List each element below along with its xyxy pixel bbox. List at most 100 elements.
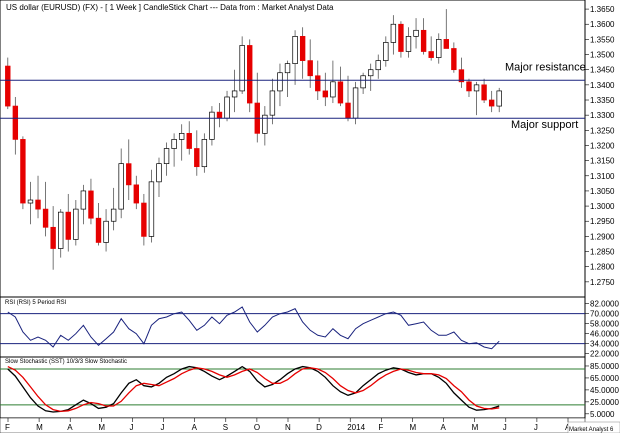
price-y-tick-label: 1.3500 [590, 51, 615, 60]
candle-down [126, 163, 132, 186]
candle-down [398, 23, 404, 52]
candle-up [239, 45, 245, 92]
x-axis-label: J [161, 423, 165, 432]
candle-up [148, 181, 155, 237]
x-axis-label: D [316, 423, 322, 432]
candle-down [20, 139, 26, 204]
x-axis-label: J [503, 423, 507, 432]
rsi-title: RSI (RSI) 5 Period RSI [5, 300, 67, 306]
candle-down [88, 190, 94, 219]
rsi-plot-frame [0, 296, 586, 358]
brand-label: Market Analyst 6 [569, 427, 614, 433]
price-y-tick-label: 1.2850 [590, 248, 615, 257]
x-axis-label: O [254, 423, 260, 432]
price-y-tick-label: 1.3000 [590, 202, 615, 211]
stochastic-y-tick-label: 25.0000 [590, 398, 619, 407]
price-y-tick-label: 1.3200 [590, 141, 615, 150]
candle-down [216, 111, 223, 119]
price-y-tick-label: 1.3450 [590, 66, 615, 75]
rsi-y-tick-label: 22.0000 [590, 350, 619, 359]
price-chart-title: US dollar (EURUSD) (FX) - [ 1 Week ] Can… [6, 3, 334, 12]
x-axis-label: F [378, 423, 383, 432]
candle-up [80, 190, 87, 210]
price-y-tick-label: 1.3100 [590, 172, 615, 181]
candle-down [50, 226, 56, 249]
rsi-series-line [7, 306, 500, 350]
price-y-tick-label: 1.3300 [590, 111, 615, 120]
price-y-tick-label: 1.2950 [590, 217, 615, 226]
support-label: Major support [511, 119, 578, 131]
x-axis-label: S [223, 423, 228, 432]
candle-up [262, 114, 268, 134]
candle-up [277, 72, 283, 92]
price-y-tick-label: 1.3150 [590, 157, 615, 166]
candle-up [171, 139, 177, 149]
x-axis-label: A [192, 423, 198, 432]
candle-down [322, 90, 329, 98]
candle-down [481, 84, 487, 101]
candle-down [466, 81, 472, 92]
resistance-label: Major resistance [505, 61, 586, 73]
rsi-y-tick-label: 34.0000 [590, 340, 619, 349]
candle-down [443, 39, 449, 49]
candle-up [473, 84, 480, 92]
price-y-tick-label: 1.3600 [590, 20, 615, 29]
candle-down [141, 202, 147, 237]
rsi-y-tick-label: 70.0000 [590, 310, 619, 319]
brand-box [567, 421, 620, 433]
x-axis-label: J [129, 423, 133, 432]
rsi-y-tick-label: 58.0000 [590, 320, 619, 329]
candle-up [224, 96, 230, 119]
candle-up [209, 111, 215, 140]
candle-down [35, 199, 41, 210]
price-y-tick-label: 1.3250 [590, 126, 615, 135]
stochastic-y-tick-label: 65.0000 [590, 374, 619, 383]
rsi-y-tick-label: 82.0000 [590, 300, 619, 309]
stochastic-title: Slow Stochastic (SST) 10/3/3 Slow Stocha… [5, 359, 127, 365]
price-y-tick-label: 1.2750 [590, 278, 615, 287]
candle-up [231, 90, 238, 98]
candle-down [186, 132, 192, 149]
x-axis-label: M [98, 423, 105, 432]
candle-up [496, 90, 502, 107]
x-axis-strip [0, 417, 586, 433]
candle-up [292, 36, 298, 64]
candle-up [390, 23, 397, 43]
x-axis-label: 2014 [347, 423, 365, 432]
x-axis-label: F [5, 423, 10, 432]
candle-down [133, 184, 140, 204]
price-y-tick-label: 1.3550 [590, 35, 615, 44]
candle-down [337, 81, 344, 104]
price-y-tick-label: 1.2900 [590, 232, 615, 241]
candle-up [269, 90, 276, 116]
x-axis-label: M [409, 423, 416, 432]
candle-down [420, 29, 427, 52]
candle-down [315, 75, 321, 92]
rsi-y-tick-label: 46.0000 [590, 330, 619, 339]
x-axis-label: N [285, 423, 291, 432]
candle-down [95, 217, 102, 243]
price-y-tick-label: 1.3050 [590, 187, 615, 196]
candle-up [163, 148, 170, 165]
candle-up [156, 163, 162, 183]
x-axis-label: J [534, 423, 538, 432]
candle-up [367, 69, 374, 77]
price-y-tick-label: 1.3350 [590, 96, 615, 105]
x-axis-label: A [67, 423, 73, 432]
candle-up [118, 163, 124, 210]
candle-up [73, 208, 79, 240]
candle-up [436, 39, 442, 58]
candle-down [428, 51, 434, 58]
candle-down [42, 208, 49, 228]
x-axis-label: M [36, 423, 43, 432]
price-panel: US dollar (EURUSD) (FX) - [ 1 Week ] Can… [0, 0, 615, 298]
stochastic-y-tick-label: 45.0000 [590, 386, 619, 395]
candle-down [12, 105, 19, 140]
candle-down [488, 99, 495, 107]
candle-up [27, 199, 34, 204]
price-y-tick-label: 1.2800 [590, 263, 615, 272]
candle-up [103, 220, 109, 243]
candle-down [458, 69, 465, 83]
candle-down [451, 48, 457, 71]
rsi-panel: RSI (RSI) 5 Period RSI 82.000070.000058.… [0, 296, 619, 359]
